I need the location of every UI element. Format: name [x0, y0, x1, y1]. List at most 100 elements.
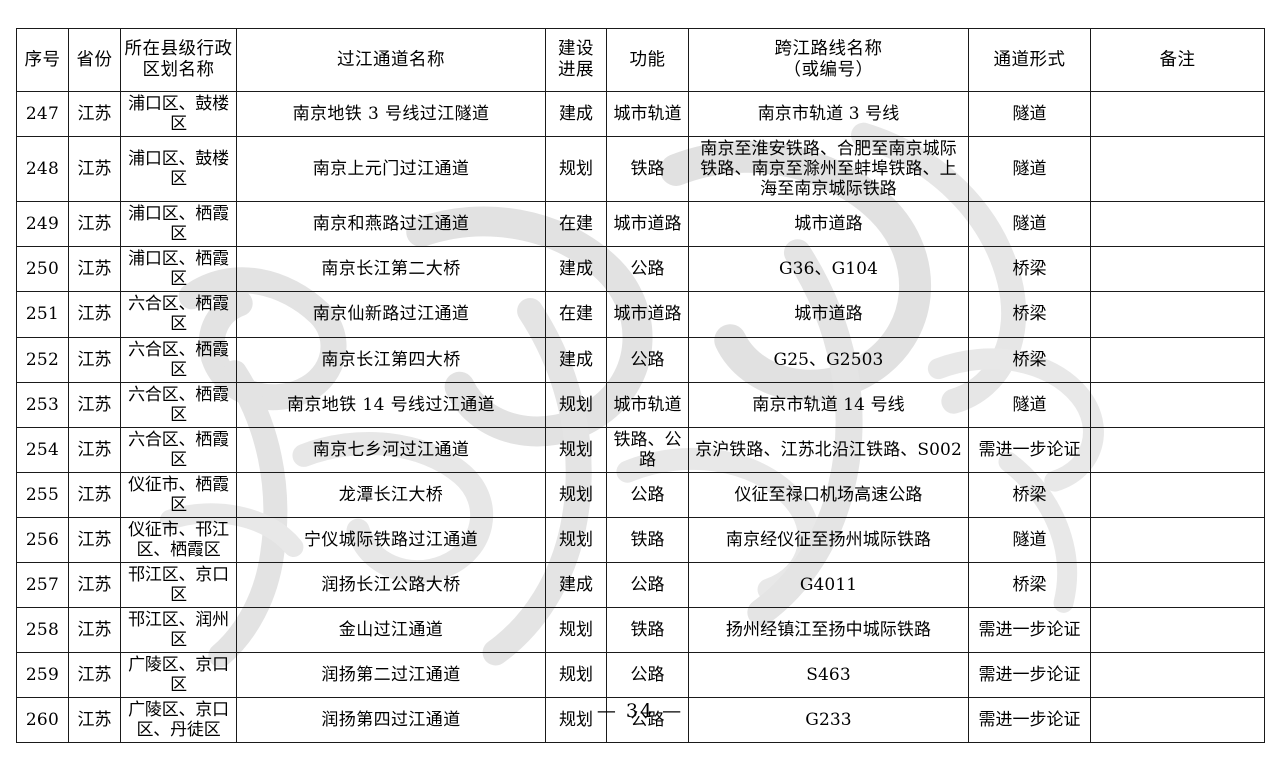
- cell-progress: 规划: [545, 381, 607, 428]
- cell-function: 铁路、公路: [606, 426, 689, 473]
- cell-progress: 建成: [545, 90, 607, 138]
- cell-crossing-name: 南京长江第四大桥: [236, 336, 546, 383]
- header-region-line1: 所在县级行政: [124, 39, 233, 60]
- cell-progress: 建成: [545, 246, 607, 293]
- cell-channel-form: 隧道: [968, 381, 1091, 428]
- table-row: 257 江苏 邗江区、京口区 润扬长江公路大桥 建成 公路 G4011 桥梁: [16, 561, 1265, 609]
- cell-region: 仪征市、邗江区、栖霞区: [120, 516, 237, 563]
- cell-route-name: 仪征至禄口机场高速公路: [688, 471, 969, 518]
- cell-channel-form: 需进一步论证: [968, 607, 1091, 654]
- table-row: 250 江苏 浦口区、栖霞区 南京长江第二大桥 建成 公路 G36、G104 桥梁: [16, 246, 1265, 293]
- cell-route-name: G233: [688, 697, 969, 744]
- cell-progress: 在建: [545, 291, 607, 338]
- cell-route-name: 京沪铁路、江苏北沿江铁路、S002: [688, 426, 969, 473]
- table-row: 259 江苏 广陵区、京口区 润扬第二过江通道 规划 公路 S463 需进一步论证: [16, 652, 1265, 699]
- cell-region: 浦口区、栖霞区: [120, 246, 237, 293]
- header-route-line2: （或编号）: [783, 60, 874, 80]
- cell-crossing-name: 南京地铁 14 号线过江通道: [236, 381, 546, 428]
- cell-channel-form: 需进一步论证: [968, 697, 1091, 744]
- cell-remark: [1090, 607, 1265, 654]
- table-row: 256 江苏 仪征市、邗江区、栖霞区 宁仪城际铁路过江通道 规划 铁路 南京经仪征至扬州城际…: [16, 516, 1265, 563]
- cell-region: 仪征市、栖霞区: [120, 471, 237, 518]
- cell-remark: [1090, 697, 1265, 744]
- cell-channel-form: 隧道: [968, 90, 1091, 138]
- cell-route-name: 南京市轨道 3 号线: [688, 90, 969, 138]
- cell-remark: [1090, 471, 1265, 518]
- cell-function: 城市道路: [606, 201, 689, 248]
- cell-channel-form: 需进一步论证: [968, 426, 1091, 473]
- cell-province: 江苏: [68, 336, 121, 383]
- cell-province: 江苏: [68, 561, 121, 609]
- header-cell-no: 序号: [16, 28, 69, 92]
- cell-route-name: 南京市轨道 14 号线: [688, 381, 969, 428]
- cell-channel-form: 隧道: [968, 201, 1091, 248]
- cell-province: 江苏: [68, 607, 121, 654]
- cell-route-name: 南京至淮安铁路、合肥至南京城际铁路、南京至滁州至蚌埠铁路、上海至南京城际铁路: [688, 136, 969, 203]
- cell-progress: 在建: [545, 201, 607, 248]
- cell-route-name: 扬州经镇江至扬中城际铁路: [688, 607, 969, 654]
- table-row: 253 江苏 六合区、栖霞区 南京地铁 14 号线过江通道 规划 城市轨道 南京市轨道 14…: [16, 381, 1265, 428]
- cell-remark: [1090, 201, 1265, 248]
- cell-crossing-name: 南京地铁 3 号线过江隧道: [236, 90, 546, 138]
- header-cell-route: 跨江路线名称 （或编号）: [688, 28, 969, 92]
- cell-route-name: 城市道路: [688, 291, 969, 338]
- cell-progress: 规划: [545, 471, 607, 518]
- table-body: 247 江苏 浦口区、鼓楼区 南京地铁 3 号线过江隧道 建成 城市轨道 南京市轨道 3 号…: [16, 90, 1265, 744]
- river-crossing-table: 序号 省份 所在县级行政 区划名称 过江通道名称 建设 进展 功能 跨江路线名称…: [16, 28, 1265, 744]
- cell-province: 江苏: [68, 697, 121, 744]
- cell-channel-form: 隧道: [968, 516, 1091, 563]
- cell-function: 公路: [606, 336, 689, 383]
- cell-province: 江苏: [68, 291, 121, 338]
- table-row: 254 江苏 六合区、栖霞区 南京七乡河过江通道 规划 铁路、公路 京沪铁路、江苏北沿江铁路…: [16, 426, 1265, 473]
- cell-function: 公路: [606, 246, 689, 293]
- cell-region: 六合区、栖霞区: [120, 426, 237, 473]
- cell-function: 公路: [606, 561, 689, 609]
- cell-crossing-name: 南京七乡河过江通道: [236, 426, 546, 473]
- cell-channel-form: 桥梁: [968, 471, 1091, 518]
- cell-crossing-name: 南京长江第二大桥: [236, 246, 546, 293]
- table-row: 248 江苏 浦口区、鼓楼区 南京上元门过江通道 规划 铁路 南京至淮安铁路、合肥至南京城际…: [16, 136, 1265, 203]
- cell-remark: [1090, 381, 1265, 428]
- cell-province: 江苏: [68, 471, 121, 518]
- cell-serial-number: 253: [16, 381, 69, 428]
- cell-remark: [1090, 652, 1265, 699]
- cell-remark: [1090, 516, 1265, 563]
- header-region-line2: 区划名称: [142, 60, 215, 80]
- table-row: 251 江苏 六合区、栖霞区 南京仙新路过江通道 在建 城市道路 城市道路 桥梁: [16, 291, 1265, 338]
- cell-route-name: G25、G2503: [688, 336, 969, 383]
- cell-function: 城市道路: [606, 291, 689, 338]
- header-cell-function: 功能: [606, 28, 689, 92]
- cell-function: 铁路: [606, 516, 689, 563]
- cell-crossing-name: 龙潭长江大桥: [236, 471, 546, 518]
- cell-region: 浦口区、鼓楼区: [120, 136, 237, 203]
- cell-channel-form: 需进一步论证: [968, 652, 1091, 699]
- cell-region: 六合区、栖霞区: [120, 381, 237, 428]
- cell-progress: 建成: [545, 561, 607, 609]
- header-progress-line1: 建设: [558, 39, 594, 60]
- cell-channel-form: 桥梁: [968, 246, 1091, 293]
- cell-serial-number: 247: [16, 90, 69, 138]
- cell-route-name: 南京经仪征至扬州城际铁路: [688, 516, 969, 563]
- cell-function: 城市轨道: [606, 90, 689, 138]
- cell-channel-form: 桥梁: [968, 561, 1091, 609]
- header-cell-form: 通道形式: [968, 28, 1091, 92]
- table-header: 序号 省份 所在县级行政 区划名称 过江通道名称 建设 进展 功能 跨江路线名称…: [16, 28, 1265, 92]
- cell-function: 城市轨道: [606, 381, 689, 428]
- table-row: 258 江苏 邗江区、润州区 金山过江通道 规划 铁路 扬州经镇江至扬中城际铁路 需进一步论证: [16, 607, 1265, 654]
- cell-route-name: S463: [688, 652, 969, 699]
- cell-progress: 规划: [545, 426, 607, 473]
- cell-region: 六合区、栖霞区: [120, 291, 237, 338]
- cell-route-name: 城市道路: [688, 201, 969, 248]
- cell-progress: 规划: [545, 607, 607, 654]
- cell-province: 江苏: [68, 246, 121, 293]
- table-row: 252 江苏 六合区、栖霞区 南京长江第四大桥 建成 公路 G25、G2503 桥梁: [16, 336, 1265, 383]
- cell-serial-number: 254: [16, 426, 69, 473]
- page-number: — 34 —: [596, 700, 684, 722]
- cell-province: 江苏: [68, 90, 121, 138]
- header-cell-progress: 建设 进展: [545, 28, 607, 92]
- cell-serial-number: 258: [16, 607, 69, 654]
- cell-serial-number: 255: [16, 471, 69, 518]
- cell-remark: [1090, 336, 1265, 383]
- cell-channel-form: 桥梁: [968, 336, 1091, 383]
